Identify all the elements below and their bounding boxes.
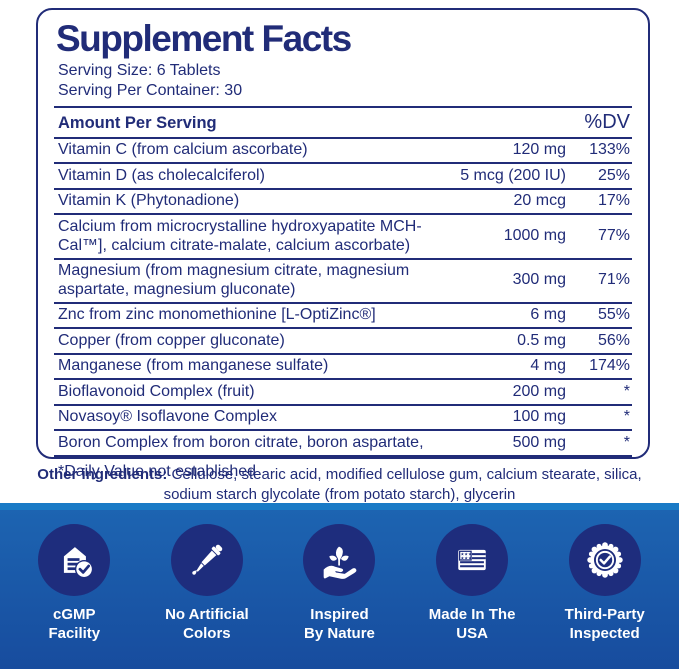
ingredient-dv: 71% bbox=[597, 271, 630, 289]
ingredient-dv: 55% bbox=[597, 306, 630, 324]
ingredient-dv: 25% bbox=[597, 166, 630, 184]
factory-check-icon bbox=[38, 524, 111, 596]
ingredient-amount: 200 mg bbox=[512, 382, 566, 400]
ingredient-amount: 500 mg bbox=[512, 433, 566, 451]
dv-footnote: *Daily Value not established bbox=[58, 462, 257, 480]
amount-per-serving-header: Amount Per Serving bbox=[58, 113, 217, 132]
serving-per-container: Serving Per Container: 30 bbox=[58, 81, 243, 99]
band-top-strip bbox=[0, 503, 679, 510]
ingredient-name: Copper (from copper gluconate) bbox=[58, 331, 285, 349]
ingredient-dv: 77% bbox=[597, 227, 630, 245]
ingredient-name: Vitamin D (as cholecalciferol) bbox=[58, 166, 265, 184]
table-row: Boron Complex from boron citrate, boron … bbox=[54, 431, 632, 457]
ingredient-amount: 4 mg bbox=[530, 357, 566, 375]
table-row: Vitamin C (from calcium ascorbate) 120 m… bbox=[54, 139, 632, 165]
ingredient-name: Vitamin K (Phytonadione) bbox=[58, 192, 240, 210]
ingredient-amount: 6 mg bbox=[530, 306, 566, 324]
table-row: Vitamin D (as cholecalciferol) 5 mcg (20… bbox=[54, 164, 632, 190]
supplement-facts-panel: Supplement Facts Serving Size: 6 Tablets… bbox=[36, 8, 650, 480]
svg-text:★★★: ★★★ bbox=[461, 551, 473, 556]
dv-header: %DV bbox=[584, 110, 630, 133]
ingredient-amount: 20 mcg bbox=[513, 192, 566, 210]
ingredient-dv: 174% bbox=[589, 357, 630, 375]
ingredient-amount: 120 mg bbox=[512, 141, 566, 159]
table-row: Copper (from copper gluconate) 0.5 mg 56… bbox=[54, 329, 632, 355]
table-row: Vitamin K (Phytonadione) 20 mcg 17% bbox=[54, 190, 632, 216]
hand-leaf-icon bbox=[303, 524, 376, 596]
ingredient-amount: 5 mcg (200 IU) bbox=[460, 166, 566, 184]
badge-cgmp-facility: cGMP Facility bbox=[11, 524, 137, 644]
badge-label: cGMP Facility bbox=[48, 606, 101, 642]
other-ingredients-label: Other ingredients: bbox=[37, 466, 168, 483]
usa-flag-icon: ★★★ ★★★ bbox=[436, 524, 509, 596]
facts-rows: Vitamin C (from calcium ascorbate) 120 m… bbox=[54, 139, 632, 457]
table-row: Manganese (from manganese sulfate) 4 mg … bbox=[54, 355, 632, 381]
table-header: Amount Per Serving %DV bbox=[54, 108, 632, 139]
table-row: Bioflavonoid Complex (fruit) 200 mg * bbox=[54, 380, 632, 406]
table-row: Calcium from microcrystalline hydroxyapa… bbox=[54, 215, 632, 260]
badges-row: cGMP Facility No Artificial Colors bbox=[0, 510, 679, 669]
svg-text:★★★: ★★★ bbox=[461, 556, 473, 561]
panel-title: Supplement Facts bbox=[56, 18, 352, 59]
badge-inspired-by-nature: Inspired By Nature bbox=[276, 524, 402, 644]
ingredient-amount: 100 mg bbox=[512, 408, 566, 426]
ingredient-name: Novasoy® Isoflavone Complex bbox=[58, 408, 277, 426]
ingredient-amount: 1000 mg bbox=[503, 227, 566, 245]
badge-no-artificial-colors: No Artificial Colors bbox=[144, 524, 270, 644]
other-ingredients-text: Cellulose, stearic acid, modified cellul… bbox=[163, 466, 642, 503]
table-row: Magnesium (from magnesium citrate, magne… bbox=[54, 260, 632, 304]
table-row: Novasoy® Isoflavone Complex 100 mg * bbox=[54, 406, 632, 432]
table-row: Znc from zinc monomethionine [L-OptiZinc… bbox=[54, 304, 632, 330]
serving-size: Serving Size: 6 Tablets bbox=[58, 61, 221, 79]
ingredient-amount: 300 mg bbox=[512, 271, 566, 289]
ingredient-name: Vitamin C (from calcium ascorbate) bbox=[58, 141, 308, 159]
ingredient-dv: * bbox=[623, 433, 630, 451]
ingredient-name: Calcium from microcrystalline hydroxyapa… bbox=[58, 217, 422, 254]
ingredient-dv: * bbox=[623, 408, 630, 426]
badge-label: No Artificial Colors bbox=[165, 606, 249, 642]
ingredient-dv: 56% bbox=[597, 331, 630, 349]
ingredient-name: Boron Complex from boron citrate, boron … bbox=[58, 433, 424, 451]
inspection-seal-icon bbox=[568, 524, 641, 596]
ingredient-dv: 133% bbox=[589, 141, 630, 159]
dropper-icon bbox=[170, 524, 243, 596]
ingredient-amount: 0.5 mg bbox=[517, 331, 566, 349]
ingredient-name: Manganese (from manganese sulfate) bbox=[58, 357, 329, 375]
badge-label: Inspired By Nature bbox=[304, 606, 375, 642]
ingredient-name: Magnesium (from magnesium citrate, magne… bbox=[58, 262, 410, 298]
ingredient-name: Znc from zinc monomethionine [L-OptiZinc… bbox=[58, 306, 376, 324]
ingredient-name: Bioflavonoid Complex (fruit) bbox=[58, 382, 255, 400]
badge-made-in-usa: ★★★ ★★★ Made In The USA bbox=[409, 524, 535, 644]
ingredient-dv: * bbox=[623, 382, 630, 400]
badge-label: Made In The USA bbox=[428, 606, 516, 642]
badge-band: cGMP Facility No Artificial Colors bbox=[0, 503, 679, 669]
badge-third-party-inspected: Third-Party Inspected bbox=[542, 524, 668, 644]
other-ingredients: Other ingredients: Cellulose, stearic ac… bbox=[20, 465, 659, 504]
ingredient-dv: 17% bbox=[597, 192, 630, 210]
divider bbox=[54, 105, 632, 108]
badge-label: Third-Party Inspected bbox=[564, 606, 645, 642]
